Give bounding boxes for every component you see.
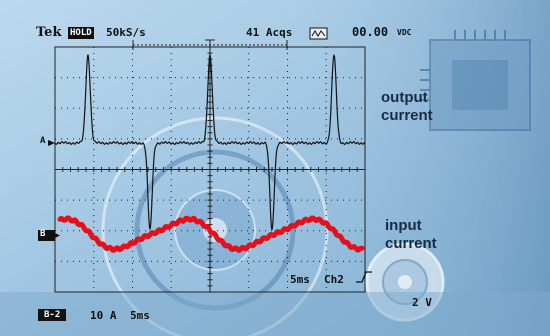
sample-rate-label: 50kS/s bbox=[106, 26, 146, 39]
input-current-trace bbox=[57, 215, 365, 253]
graticule bbox=[54, 46, 366, 293]
acquisitions-label: 41 Acqs bbox=[246, 26, 293, 39]
output-current-trace bbox=[54, 54, 366, 231]
trigger-source-label: Ch2 bbox=[324, 273, 344, 286]
trigger-position-indicator bbox=[132, 39, 288, 50]
output-annotation-line2: current bbox=[381, 107, 433, 124]
circuit-chip-icon bbox=[420, 30, 531, 131]
channel-b-arrow bbox=[55, 233, 60, 238]
channel-a-label: A bbox=[40, 136, 46, 146]
waveform-box-icon bbox=[309, 27, 328, 40]
hold-mode-badge: HOLD bbox=[68, 27, 94, 39]
input-annotation-line2: current bbox=[385, 235, 437, 252]
time-base-label: 5ms bbox=[290, 273, 310, 286]
brand-label: Tek bbox=[36, 25, 62, 40]
channel-b2-badge: B-2 bbox=[38, 309, 67, 321]
b2-time-label: 5ms bbox=[130, 309, 150, 322]
readout-unit: VDC bbox=[397, 28, 412, 37]
channel-b-label: B bbox=[40, 229, 46, 239]
output-annotation-line1: output bbox=[381, 89, 428, 106]
trigger-slope-icon bbox=[356, 271, 372, 283]
channel-a-ground-marker bbox=[48, 140, 55, 146]
channel-b-ground-marker bbox=[38, 230, 55, 241]
readout-value: 00.00 bbox=[352, 25, 389, 39]
bottom-strip bbox=[0, 292, 550, 336]
input-annotation-line1: input bbox=[385, 217, 422, 234]
ch2-scale-label: 2 V bbox=[412, 296, 432, 309]
output-current-annotation: output current bbox=[381, 89, 433, 125]
b2-scale-label: 10 A bbox=[90, 309, 117, 322]
input-current-annotation: input current bbox=[385, 217, 437, 253]
